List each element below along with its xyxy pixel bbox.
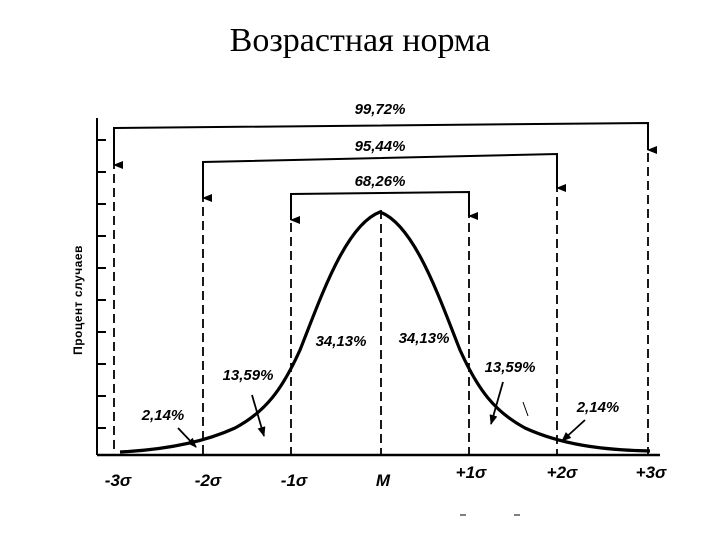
pointer-left-tail bbox=[177, 427, 197, 448]
bracket-label-68: 68,26% bbox=[355, 173, 406, 190]
page-title: Возрастная норма bbox=[229, 22, 491, 59]
x-tick-minus1: -1σ bbox=[281, 471, 308, 490]
x-tick-mean: M bbox=[376, 471, 391, 490]
area-label-right-center: 34,13% bbox=[399, 330, 450, 347]
area-label-left-tail: 2,14% bbox=[141, 407, 185, 424]
bracket-95 bbox=[202, 152, 566, 202]
pointer-right-tail bbox=[561, 419, 586, 442]
area-label-right-mid: 13,59% bbox=[485, 359, 536, 376]
x-tick-plus2: +2σ bbox=[547, 463, 578, 482]
sigma-dashed-lines bbox=[113, 125, 649, 455]
y-axis-label: Процент случаев bbox=[71, 245, 85, 355]
area-label-right-tail: 2,14% bbox=[576, 399, 620, 416]
area-label-left-center: 34,13% bbox=[316, 333, 367, 350]
bracket-label-95: 95,44% bbox=[355, 138, 406, 155]
bracket-label-99: 99,72% bbox=[355, 101, 406, 118]
bell-curve bbox=[119, 210, 651, 454]
x-tick-plus3: +3σ bbox=[636, 463, 667, 482]
y-axis-ticks bbox=[97, 139, 106, 429]
x-tick-minus2: -2σ bbox=[195, 471, 222, 490]
pointer-left-mid bbox=[251, 394, 266, 437]
x-tick-minus3: -3σ bbox=[105, 471, 132, 490]
bracket-68 bbox=[290, 190, 478, 224]
pointer-arrows bbox=[177, 381, 586, 448]
area-label-left-mid: 13,59% bbox=[223, 367, 274, 384]
x-tick-plus1: +1σ bbox=[456, 463, 487, 482]
bracket-99 bbox=[113, 121, 657, 169]
pointer-right-mid bbox=[489, 381, 504, 425]
